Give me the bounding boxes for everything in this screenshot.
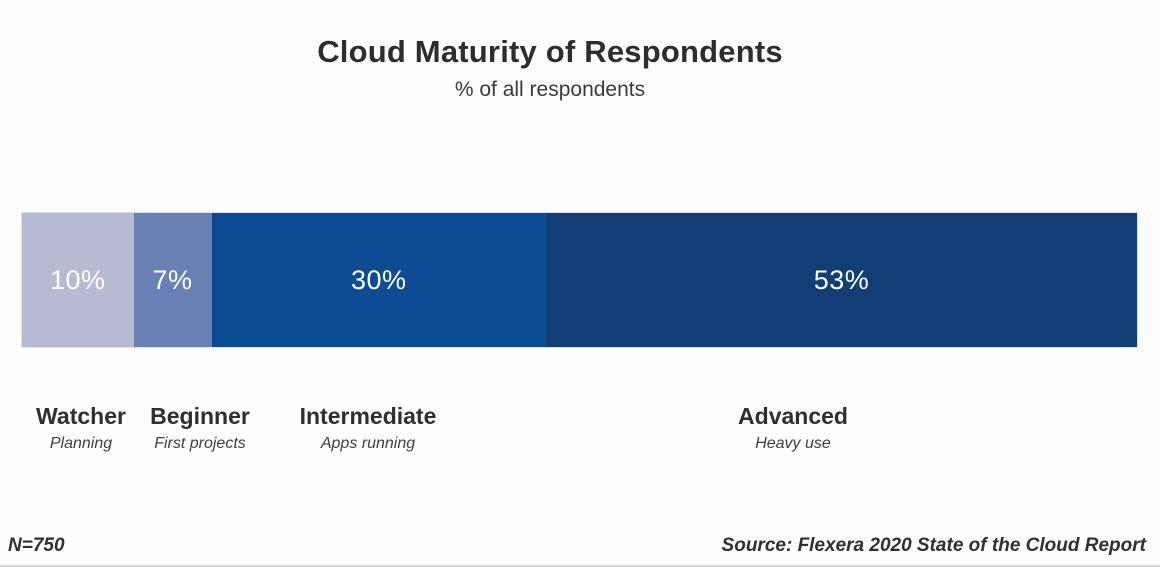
category-description: Apps running: [320, 435, 416, 452]
category-label-beginner: Beginner First projects: [150, 403, 250, 453]
bar-segment-intermediate: 30%: [211, 213, 547, 347]
category-description: Planning: [49, 435, 113, 452]
bar-segment-advanced: 53%: [546, 213, 1137, 347]
category-name: Intermediate: [299, 403, 437, 429]
chart-footer: N=750 Source: Flexera 2020 State of the …: [8, 535, 1146, 557]
segment-value-label: 10%: [49, 264, 106, 295]
category-label-advanced: Advanced Heavy use: [738, 403, 848, 453]
category-label-watcher: Watcher Planning: [36, 403, 126, 453]
category-description: First projects: [154, 435, 246, 452]
category-description: Heavy use: [755, 435, 831, 452]
segment-value-label: 7%: [152, 264, 193, 295]
category-name: Advanced: [738, 403, 848, 429]
category-name: Beginner: [150, 403, 250, 429]
segment-value-label: 53%: [813, 264, 870, 295]
chart-header: Cloud Maturity of Respondents % of all r…: [0, 34, 1100, 102]
sample-size-note: N=750: [8, 535, 65, 556]
bar-segment-watcher: 10%: [22, 213, 134, 347]
chart-subtitle: % of all respondents: [454, 78, 646, 101]
category-label-intermediate: Intermediate Apps running: [300, 403, 437, 453]
segment-value-label: 30%: [351, 264, 407, 295]
stacked-bar: 10% 7% 30% 53%: [22, 213, 1137, 347]
category-name: Watcher: [36, 403, 126, 429]
bar-segment-beginner: 7%: [133, 213, 212, 347]
chart-title: Cloud Maturity of Respondents: [317, 34, 783, 69]
source-note: Source: Flexera 2020 State of the Cloud …: [721, 535, 1146, 556]
